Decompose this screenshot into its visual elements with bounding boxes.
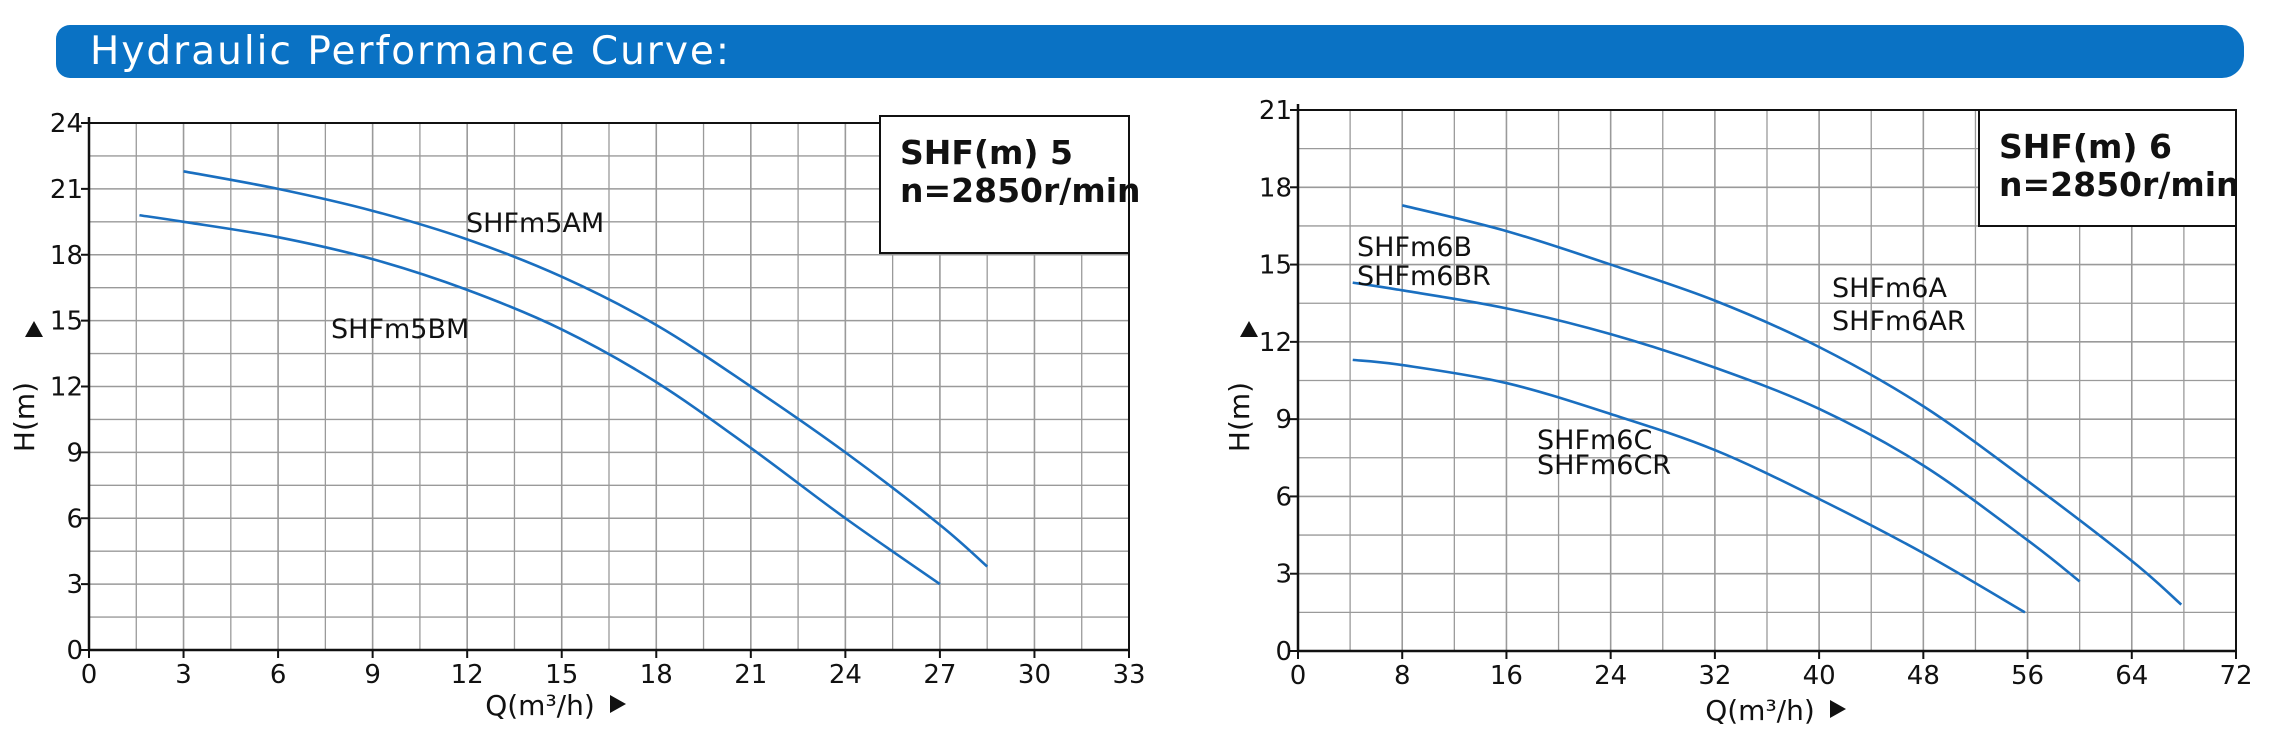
series-label: SHFm5BM bbox=[331, 314, 469, 345]
x-axis-arrow-icon bbox=[610, 695, 626, 713]
series-label: SHFm6BR bbox=[1357, 261, 1491, 292]
x-tick-label: 0 bbox=[81, 660, 98, 690]
info-box-text: SHF(m) 6 bbox=[1999, 127, 2172, 166]
y-tick-label: 9 bbox=[66, 438, 83, 468]
y-tick-label: 18 bbox=[50, 241, 83, 271]
y-axis-label: H(m) bbox=[1223, 382, 1256, 452]
x-tick-label: 48 bbox=[1907, 661, 1940, 691]
x-tick-label: 6 bbox=[270, 660, 287, 690]
y-tick-label: 15 bbox=[50, 307, 83, 337]
x-tick-label: 21 bbox=[734, 660, 767, 690]
x-tick-label: 12 bbox=[451, 660, 484, 690]
y-tick-label: 21 bbox=[50, 175, 83, 205]
y-axis-arrow-icon bbox=[25, 321, 43, 337]
y-tick-label: 12 bbox=[1259, 328, 1292, 358]
x-tick-label: 15 bbox=[545, 660, 578, 690]
series-line bbox=[1352, 358, 2026, 614]
x-tick-label: 30 bbox=[1018, 660, 1051, 690]
header-banner: Hydraulic Performance Curve: bbox=[56, 25, 2244, 78]
series-label: SHFm6B bbox=[1357, 232, 1472, 263]
series-label: SHFm6CR bbox=[1537, 450, 1671, 481]
y-tick-label: 3 bbox=[66, 570, 83, 600]
series-label: SHFm6C bbox=[1537, 425, 1652, 456]
y-tick-label: 18 bbox=[1259, 173, 1292, 203]
y-tick-label: 15 bbox=[1259, 251, 1292, 281]
info-box bbox=[879, 115, 1130, 254]
series-label: SHFm5AM bbox=[466, 208, 604, 239]
y-tick-label: 12 bbox=[50, 373, 83, 403]
y-tick-label: 6 bbox=[1275, 482, 1292, 512]
y-tick-label: 0 bbox=[66, 636, 83, 666]
series-line bbox=[139, 213, 941, 586]
y-tick-label: 6 bbox=[66, 504, 83, 534]
x-tick-label: 9 bbox=[364, 660, 381, 690]
x-tick-label: 27 bbox=[923, 660, 956, 690]
x-tick-label: 24 bbox=[1594, 661, 1627, 691]
info-box-text: n=2850r/min bbox=[1999, 165, 2240, 204]
info-box bbox=[1978, 109, 2237, 227]
y-tick-label: 24 bbox=[50, 109, 83, 139]
series-line bbox=[1352, 281, 2081, 583]
x-tick-label: 40 bbox=[1803, 661, 1836, 691]
x-axis-arrow-icon bbox=[1830, 700, 1846, 718]
x-tick-label: 24 bbox=[829, 660, 862, 690]
x-tick-label: 56 bbox=[2011, 661, 2044, 691]
x-tick-label: 33 bbox=[1112, 660, 1145, 690]
chart-shf5: 0 3 6 9 12 15 18 21 24 27 30 33 0 3 6 9 12 15 18 21 24 Q(m³/h… bbox=[8, 109, 1146, 722]
series-label: SHFm6A bbox=[1832, 273, 1947, 304]
x-tick-label: 0 bbox=[1290, 661, 1307, 691]
series-label: SHFm6AR bbox=[1832, 306, 1966, 337]
y-tick-label: 0 bbox=[1275, 637, 1292, 667]
x-tick-label: 72 bbox=[2219, 661, 2252, 691]
y-tick-label: 21 bbox=[1259, 96, 1292, 126]
series-line bbox=[1401, 204, 2183, 606]
x-tick-label: 32 bbox=[1698, 661, 1731, 691]
x-tick-label: 18 bbox=[640, 660, 673, 690]
info-box-text: SHF(m) 5 bbox=[900, 133, 1073, 172]
y-tick-label: 3 bbox=[1275, 560, 1292, 590]
x-tick-label: 3 bbox=[175, 660, 192, 690]
x-tick-label: 8 bbox=[1394, 661, 1411, 691]
info-box-text: n=2850r/min bbox=[900, 171, 1141, 210]
x-tick-label: 16 bbox=[1490, 661, 1523, 691]
y-axis-label: H(m) bbox=[8, 382, 41, 452]
x-axis-label: Q(m³/h) bbox=[485, 689, 595, 722]
y-axis-arrow-icon bbox=[1240, 321, 1258, 337]
x-axis-label: Q(m³/h) bbox=[1705, 694, 1815, 727]
x-tick-label: 64 bbox=[2115, 661, 2148, 691]
series-line bbox=[183, 170, 989, 568]
page-title: Hydraulic Performance Curve: bbox=[90, 29, 732, 74]
y-tick-label: 9 bbox=[1275, 405, 1292, 435]
